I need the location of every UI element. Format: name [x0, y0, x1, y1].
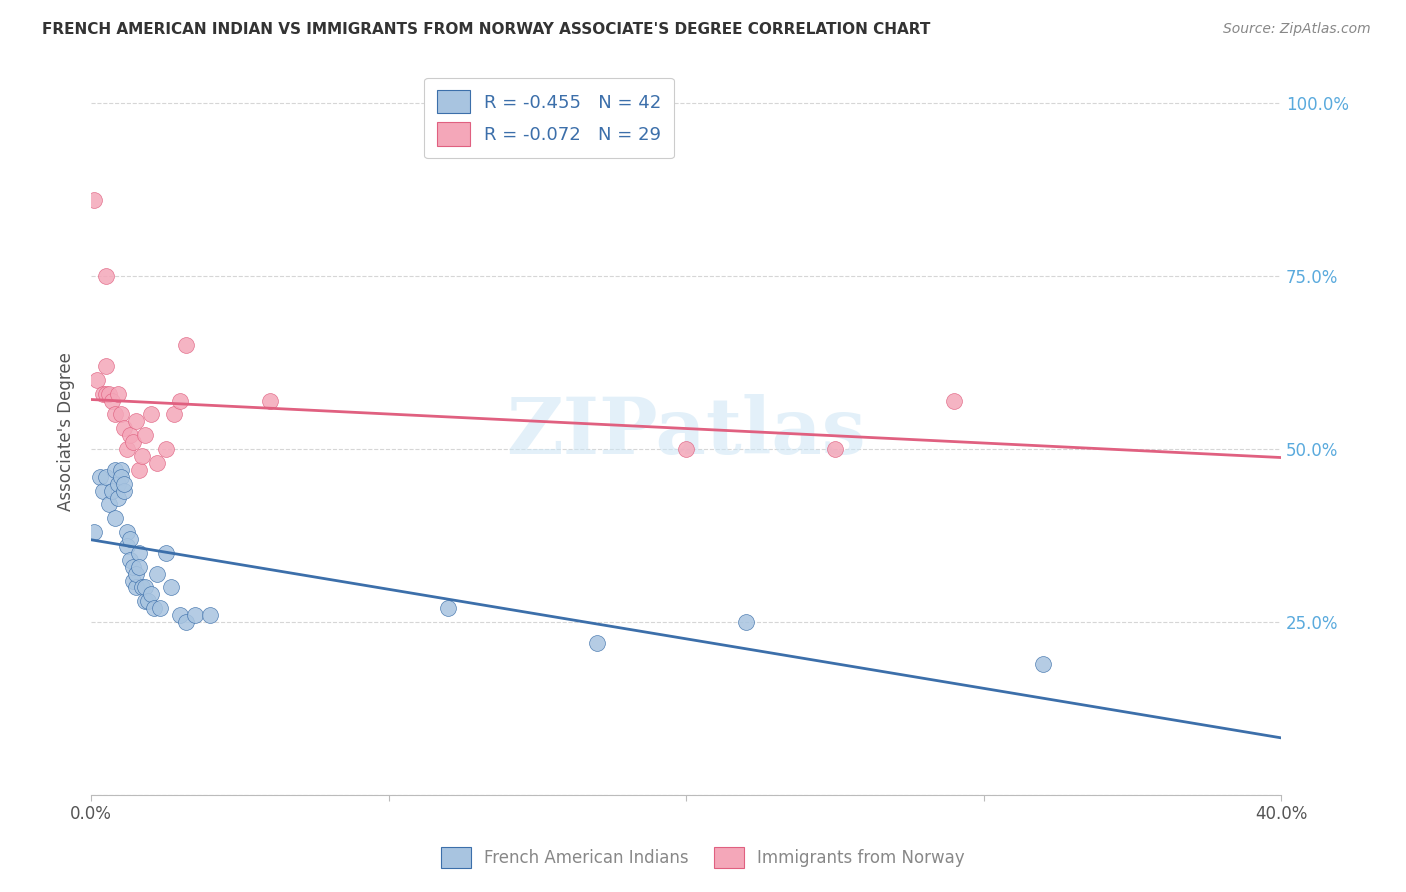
Point	[115, 442, 138, 456]
Point	[585, 636, 607, 650]
Point	[136, 594, 159, 608]
Point	[121, 435, 143, 450]
Point	[121, 574, 143, 588]
Point	[128, 546, 150, 560]
Point	[101, 393, 124, 408]
Point	[98, 386, 121, 401]
Point	[107, 386, 129, 401]
Point	[125, 581, 148, 595]
Point	[139, 408, 162, 422]
Point	[169, 608, 191, 623]
Point	[104, 463, 127, 477]
Point	[112, 476, 135, 491]
Point	[118, 532, 141, 546]
Point	[134, 594, 156, 608]
Text: Source: ZipAtlas.com: Source: ZipAtlas.com	[1223, 22, 1371, 37]
Point	[83, 525, 105, 540]
Point	[142, 601, 165, 615]
Point	[675, 442, 697, 456]
Point	[110, 408, 132, 422]
Point	[145, 566, 167, 581]
Point	[125, 414, 148, 428]
Point	[169, 393, 191, 408]
Point	[131, 449, 153, 463]
Point	[91, 483, 114, 498]
Y-axis label: Associate's Degree: Associate's Degree	[58, 352, 75, 511]
Point	[118, 428, 141, 442]
Point	[115, 525, 138, 540]
Point	[91, 386, 114, 401]
Point	[112, 421, 135, 435]
Point	[110, 463, 132, 477]
Point	[734, 615, 756, 629]
Point	[83, 193, 105, 207]
Point	[128, 559, 150, 574]
Point	[94, 386, 117, 401]
Point	[437, 601, 460, 615]
Point	[98, 498, 121, 512]
Point	[115, 539, 138, 553]
Point	[112, 483, 135, 498]
Point	[131, 581, 153, 595]
Legend: R = -0.455   N = 42, R = -0.072   N = 29: R = -0.455 N = 42, R = -0.072 N = 29	[425, 78, 673, 158]
Point	[121, 559, 143, 574]
Point	[163, 408, 186, 422]
Point	[104, 511, 127, 525]
Point	[125, 566, 148, 581]
Point	[110, 469, 132, 483]
Point	[148, 601, 170, 615]
Point	[86, 373, 108, 387]
Point	[184, 608, 207, 623]
Point	[942, 393, 965, 408]
Text: ZIPatlas: ZIPatlas	[506, 393, 866, 470]
Point	[118, 553, 141, 567]
Point	[107, 491, 129, 505]
Point	[198, 608, 221, 623]
Point	[107, 476, 129, 491]
Legend: French American Indians, Immigrants from Norway: French American Indians, Immigrants from…	[434, 840, 972, 875]
Point	[139, 587, 162, 601]
Point	[101, 483, 124, 498]
Point	[94, 469, 117, 483]
Point	[104, 408, 127, 422]
Point	[155, 442, 177, 456]
Point	[89, 469, 111, 483]
Point	[94, 359, 117, 373]
Point	[176, 338, 198, 352]
Point	[176, 615, 198, 629]
Point	[128, 463, 150, 477]
Point	[155, 546, 177, 560]
Point	[160, 581, 183, 595]
Point	[145, 456, 167, 470]
Point	[259, 393, 281, 408]
Point	[134, 581, 156, 595]
Point	[134, 428, 156, 442]
Point	[824, 442, 846, 456]
Point	[1032, 657, 1054, 671]
Point	[94, 269, 117, 284]
Text: FRENCH AMERICAN INDIAN VS IMMIGRANTS FROM NORWAY ASSOCIATE'S DEGREE CORRELATION : FRENCH AMERICAN INDIAN VS IMMIGRANTS FRO…	[42, 22, 931, 37]
